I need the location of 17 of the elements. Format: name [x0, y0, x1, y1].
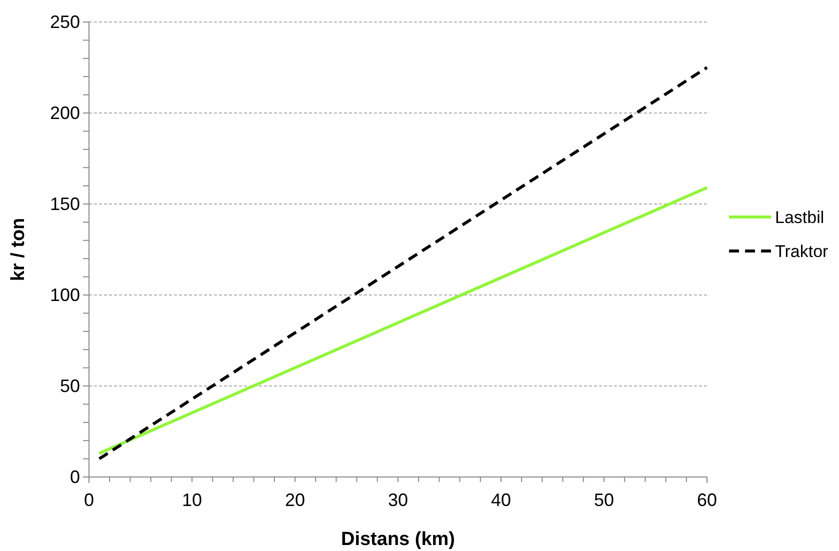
- x-tick-label: 50: [594, 490, 614, 510]
- x-tick-label: 60: [696, 490, 718, 510]
- legend-label: Traktor: [775, 242, 829, 261]
- x-tick-label: 0: [84, 490, 94, 510]
- x-tick-label: 40: [490, 490, 512, 510]
- y-tick-label: 200: [50, 102, 80, 123]
- y-tick-label: 50: [60, 376, 80, 396]
- y-tick-label: 100: [50, 284, 80, 305]
- x-axis-title: Distans (km): [340, 529, 456, 550]
- x-tick-label: 10: [182, 490, 202, 510]
- y-tick-label: 150: [50, 194, 80, 214]
- legend-label: Lastbil: [775, 208, 824, 227]
- x-tick-label: 20: [284, 490, 306, 510]
- x-tick-label: 30: [388, 490, 408, 510]
- y-axis-title: kr / ton: [8, 218, 29, 282]
- y-tick-label: 250: [50, 12, 80, 32]
- y-tick-label: 0: [70, 466, 80, 487]
